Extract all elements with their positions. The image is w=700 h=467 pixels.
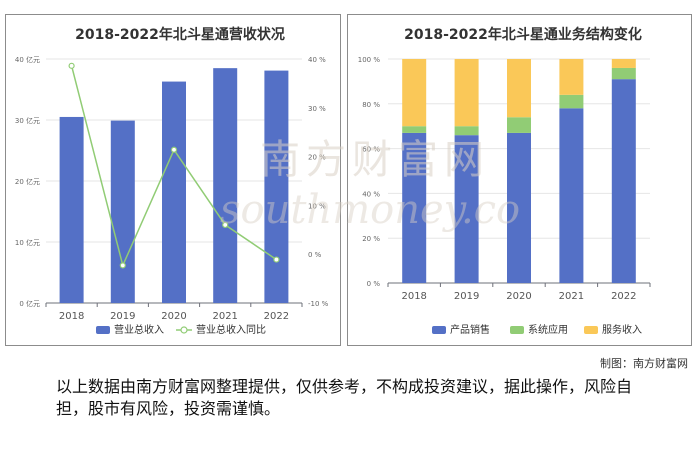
bar-segment-system-application [507,117,531,133]
x-tick-label: 2018 [401,291,426,302]
legend-swatch-service-revenue [584,326,598,334]
x-tick-label: 2018 [59,311,84,322]
y-tick-label: 30 亿元 [15,116,40,125]
legend-label-revenue: 营业总收入 [114,323,164,336]
bar-segment-service-revenue [611,59,636,68]
yoy-point [170,146,178,153]
x-tick-label: 2021 [559,291,584,302]
x-tick-label: 2022 [611,291,636,302]
disclaimer-text: 以上数据由南方财富网整理提供，仅供参考，不构成投资建议，据此操作，风险自担，股市… [56,377,633,418]
chart-title: 2018-2022年北斗星通营收状况 [75,26,285,43]
bar-segment-system-application [454,126,479,136]
revenue-bar [213,68,238,304]
y2-tick-label: 20 % [308,154,326,162]
y-tick-label: 40 % [362,190,380,198]
bar-segment-product-sales [454,135,479,283]
bar-segment-service-revenue [559,59,584,95]
legend-swatch-yoy-point [180,326,188,334]
y-tick-label: 40 亿元 [15,55,40,64]
y-tick-label: 80 % [362,101,380,109]
y-tick-label: 20 % [362,235,380,243]
y-tick-label: 0 亿元 [19,299,40,308]
revenue-chart: 2018-2022年北斗星通营收状况 0 亿元 10 亿元 20 亿元 30 亿元 40 … [15,26,329,336]
chart-title: 2018-2022年北斗星通业务结构变化 [404,26,642,43]
legend-label-service-revenue: 服务收入 [602,323,642,336]
x-tick-label: 2020 [161,311,186,322]
revenue-bar [162,81,186,303]
bar-segment-system-application [402,126,427,133]
y2-tick-label: 0 % [308,251,322,259]
x-tick-label: 2019 [454,291,479,302]
yoy-point [119,262,126,269]
legend-label-yoy: 营业总收入同比 [196,323,266,336]
legend-swatch-system-application [510,326,524,334]
yoy-point [68,62,75,69]
revenue-chart-panel: 2018-2022年北斗星通营收状况 0 亿元 10 亿元 20 亿元 30 亿元 40 … [5,14,341,346]
legend-label-system-application: 系统应用 [528,323,568,336]
y-tick-label: 60 % [362,146,380,154]
business-structure-chart: 2018-2022年北斗星通业务结构变化 0 % 20 % 40 % 60 % 80 % 1… [358,26,651,336]
x-tick-label: 2020 [506,291,531,302]
x-tick-label: 2019 [110,311,135,322]
x-tick-label: 2022 [264,311,289,322]
revenue-bar [110,120,135,303]
y-tick-label: 10 亿元 [15,238,40,247]
y2-tick-label: 10 % [308,202,326,210]
source-label: 制图：南方财富网 [600,357,688,370]
legend-swatch-product-sales [432,326,446,334]
y2-tick-label: -10 % [308,300,329,308]
revenue-bar [264,70,289,303]
bar-segment-service-revenue [454,59,479,127]
yoy-point [222,221,229,229]
bar-segment-product-sales [402,132,427,283]
y-tick-label: 20 亿元 [15,177,40,186]
y2-tick-label: 40 % [308,56,326,64]
bar-segment-product-sales [611,79,636,283]
yoy-point [273,256,280,263]
revenue-bar [59,116,84,303]
legend-swatch-revenue [96,326,110,334]
legend-label-product-sales: 产品销售 [450,323,490,336]
bar-segment-service-revenue [402,59,427,127]
y-tick-label: 0 % [367,280,381,288]
business-structure-chart-panel: 2018-2022年北斗星通业务结构变化 0 % 20 % 40 % 60 % 80 % 1… [347,14,692,346]
bar-segment-system-application [559,94,584,109]
x-tick-label: 2021 [212,311,237,322]
y-tick-label: 100 % [358,56,381,64]
bar-segment-product-sales [559,108,584,283]
bar-segment-service-revenue [507,59,531,118]
bar-segment-product-sales [507,132,531,283]
y2-tick-label: 30 % [308,105,326,113]
bar-segment-system-application [611,67,636,80]
